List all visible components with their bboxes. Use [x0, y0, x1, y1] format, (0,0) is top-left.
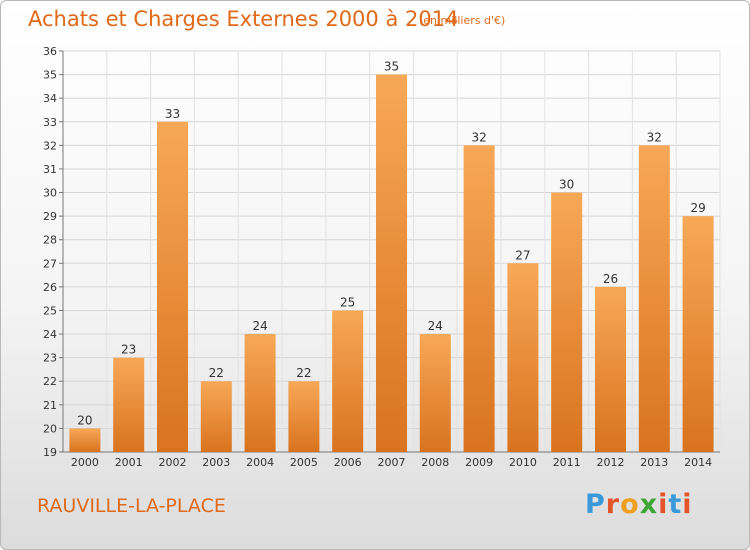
unit-note: (en milliers d'€) — [419, 14, 506, 27]
x-tick-label-2008: 2008 — [421, 456, 449, 469]
value-label-2007: 35 — [384, 60, 399, 74]
commune-name: RAUVILLE-LA-PLACE — [37, 495, 226, 517]
y-tick-label: 20 — [43, 422, 57, 435]
bar-2006[interactable] — [332, 310, 364, 452]
bar-2004[interactable] — [244, 334, 276, 452]
y-tick-label: 36 — [43, 45, 57, 58]
logo-letter: o — [620, 489, 640, 520]
value-label-2009: 32 — [471, 130, 486, 144]
proxiti-logo[interactable]: Proxiti — [585, 489, 693, 520]
logo-letter: r — [605, 489, 621, 520]
bar-2002[interactable] — [157, 121, 188, 452]
value-label-2013: 32 — [647, 130, 662, 144]
value-label-2006: 25 — [340, 295, 355, 309]
value-label-2002: 33 — [165, 107, 180, 121]
y-tick-label: 19 — [43, 446, 57, 459]
bar-2000[interactable] — [69, 428, 101, 452]
y-tick-label: 24 — [43, 328, 57, 341]
bar-2013[interactable] — [638, 145, 670, 452]
value-label-2001: 23 — [121, 343, 136, 357]
value-label-2008: 24 — [428, 319, 443, 333]
bar-2007[interactable] — [376, 74, 407, 453]
y-tick-label: 28 — [43, 234, 57, 247]
x-tick-label-2001: 2001 — [115, 456, 143, 469]
y-tick-label: 33 — [43, 116, 57, 129]
y-tick-label: 23 — [43, 352, 57, 365]
logo-letter: t — [668, 489, 683, 520]
y-tick-label: 34 — [43, 92, 57, 105]
y-tick-label: 35 — [43, 69, 57, 82]
label-layer: 20 23 33 22 24 22 25 35 24 32 27 30 26 32 29 — [77, 60, 705, 428]
bar-2011[interactable] — [551, 192, 583, 452]
value-label-2000: 20 — [77, 413, 92, 427]
x-tick-label-2012: 2012 — [597, 456, 625, 469]
value-label-2014: 29 — [690, 201, 705, 215]
y-tick-label: 26 — [43, 281, 57, 294]
logo-letter: x — [639, 489, 659, 520]
logo-letter: P — [585, 489, 606, 520]
bar-2001[interactable] — [113, 357, 145, 452]
x-tick-label-2006: 2006 — [334, 456, 362, 469]
value-label-2010: 27 — [515, 248, 530, 262]
bar-2008[interactable] — [419, 334, 451, 452]
x-tick-label-2002: 2002 — [159, 456, 187, 469]
y-tick-label: 31 — [43, 163, 57, 176]
logo-letter: i — [682, 489, 693, 520]
y-tick-label: 22 — [43, 375, 57, 388]
value-label-2012: 26 — [603, 272, 618, 286]
x-tick-label-2010: 2010 — [509, 456, 537, 469]
x-tick-label-2005: 2005 — [290, 456, 318, 469]
y-tick-label: 25 — [43, 304, 57, 317]
y-tick-label: 27 — [43, 257, 57, 270]
value-label-2005: 22 — [296, 366, 311, 380]
x-tick-label-2009: 2009 — [465, 456, 493, 469]
x-tick-label-2011: 2011 — [553, 456, 581, 469]
value-label-2011: 30 — [559, 178, 574, 192]
value-label-2003: 22 — [209, 366, 224, 380]
bar-layer — [69, 74, 714, 453]
y-tick-label: 32 — [43, 139, 57, 152]
x-tick-label-2004: 2004 — [246, 456, 274, 469]
x-tick-label-2003: 2003 — [202, 456, 230, 469]
bar-2009[interactable] — [463, 145, 495, 452]
bar-2014[interactable] — [682, 216, 714, 452]
logo-letter: i — [658, 489, 669, 520]
y-tick-label: 30 — [43, 187, 57, 200]
bar-2010[interactable] — [507, 263, 539, 452]
x-tick-label-2013: 2013 — [640, 456, 668, 469]
bar-2005[interactable] — [288, 381, 320, 452]
x-tick-label-2000: 2000 — [71, 456, 99, 469]
bar-2003[interactable] — [200, 381, 232, 452]
y-tick-label: 21 — [43, 399, 57, 412]
x-tick-label-2007: 2007 — [378, 456, 406, 469]
x-tick-label-2014: 2014 — [684, 456, 712, 469]
value-label-2004: 24 — [252, 319, 267, 333]
chart-title: Achats et Charges Externes 2000 à 2014 — [28, 7, 459, 31]
y-tick-label: 29 — [43, 210, 57, 223]
bar-2012[interactable] — [595, 286, 626, 452]
